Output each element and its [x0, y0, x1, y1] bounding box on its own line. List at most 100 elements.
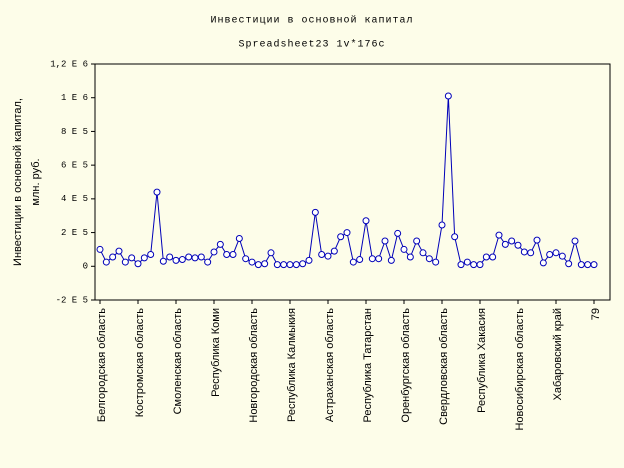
data-point	[337, 233, 345, 241]
data-point	[280, 261, 288, 269]
data-point	[128, 254, 136, 262]
data-point	[210, 248, 218, 256]
y-tick-label: 2 E 5	[61, 228, 88, 238]
data-point	[267, 249, 275, 257]
data-point	[223, 250, 231, 258]
y-tick-label: -2 E 5	[56, 295, 88, 305]
data-point	[235, 234, 243, 242]
data-point	[552, 249, 560, 257]
data-point	[457, 261, 465, 269]
data-point	[520, 248, 528, 256]
data-point	[159, 257, 167, 265]
y-tick-label: 1 E 6	[61, 93, 88, 103]
x-tick-label: Костромская область	[134, 308, 146, 418]
data-point	[273, 261, 281, 269]
data-point	[216, 240, 224, 248]
data-point	[495, 231, 503, 239]
data-point	[533, 236, 541, 244]
data-point	[261, 260, 269, 268]
data-point	[185, 253, 193, 261]
x-tick-label: Республика Хакасия	[476, 308, 488, 413]
data-point	[330, 247, 338, 255]
data-point	[292, 261, 300, 269]
data-point	[96, 245, 104, 253]
data-point	[463, 258, 471, 266]
data-point	[394, 229, 402, 237]
data-point	[387, 256, 395, 264]
x-tick-label: Свердловская область	[438, 308, 450, 425]
data-point	[444, 92, 452, 100]
data-point	[546, 250, 554, 258]
data-point	[565, 260, 573, 268]
x-tick-label: Белгородская область	[96, 308, 108, 422]
data-point	[425, 255, 433, 263]
data-point	[311, 208, 319, 216]
data-point	[571, 237, 579, 245]
data-point	[539, 259, 547, 267]
x-tick-label: Смоленская область	[172, 308, 184, 415]
data-point	[381, 237, 389, 245]
plot-frame	[94, 63, 611, 301]
y-tick-label: 6 E 5	[61, 161, 88, 171]
data-point	[318, 250, 326, 258]
data-point	[514, 241, 522, 249]
x-tick-label: Оренбургская область	[400, 308, 412, 423]
data-point	[134, 260, 142, 268]
data-point	[527, 249, 535, 257]
data-point	[489, 253, 497, 261]
data-point	[558, 252, 566, 260]
chart-subtitle: Spreadsheet23 1v*176c	[238, 39, 385, 51]
data-point	[432, 258, 440, 266]
data-point	[362, 217, 370, 225]
data-point	[482, 253, 490, 261]
data-point	[147, 250, 155, 258]
data-point	[248, 258, 256, 266]
y-tick-label: 0	[83, 262, 88, 272]
data-point	[109, 253, 117, 261]
data-point	[140, 254, 148, 262]
data-point	[343, 229, 351, 237]
data-point	[413, 237, 421, 245]
data-point	[349, 258, 357, 266]
x-tick-label: 79	[590, 308, 602, 320]
data-point	[191, 254, 199, 262]
data-point	[438, 221, 446, 229]
x-tick-label: Хабаровский край	[552, 308, 564, 400]
y-axis-label: млн. руб.	[30, 158, 42, 205]
x-tick-label: Новгородская область	[248, 308, 260, 423]
data-point	[115, 247, 123, 255]
chart-title: Инвестиции в основной капитал	[210, 15, 413, 27]
data-point	[242, 255, 250, 263]
data-point	[153, 188, 161, 196]
data-point	[229, 250, 237, 258]
data-point	[324, 252, 332, 260]
data-point	[400, 245, 408, 253]
data-point	[286, 261, 294, 269]
data-point	[197, 253, 205, 261]
data-point	[584, 261, 592, 269]
y-tick-label: 1,2 E 6	[50, 59, 88, 69]
data-point	[254, 261, 262, 269]
data-point	[172, 256, 180, 264]
data-point	[305, 256, 313, 264]
y-axis-label: Инвестиции в основной капитал,	[12, 98, 24, 266]
data-point	[166, 253, 174, 261]
data-point	[501, 240, 509, 248]
data-point	[121, 258, 129, 266]
x-tick-label: Республика Коми	[210, 308, 222, 397]
data-point	[476, 261, 484, 269]
x-tick-label: Новосибирская область	[514, 308, 526, 431]
y-tick-label: 4 E 5	[61, 194, 88, 204]
data-point	[419, 249, 427, 257]
data-point	[577, 261, 585, 269]
x-tick-label: Астраханская область	[324, 308, 336, 422]
data-point	[178, 256, 186, 264]
x-tick-label: Республика Татарстан	[362, 308, 374, 423]
data-point	[406, 253, 414, 261]
data-point	[451, 233, 459, 241]
data-point	[470, 261, 478, 269]
data-point	[299, 260, 307, 268]
data-point	[375, 255, 383, 263]
data-point	[102, 258, 110, 266]
